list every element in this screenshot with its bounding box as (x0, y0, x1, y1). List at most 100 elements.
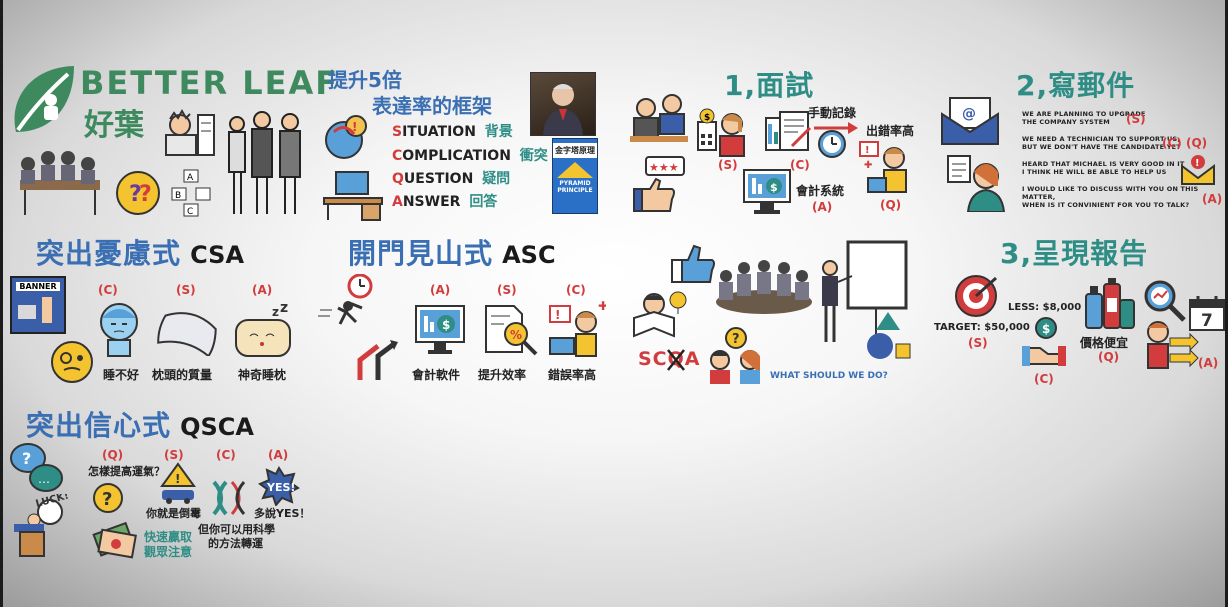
speech-question-icon: ? … (8, 440, 64, 494)
cleaning-products-icon (1082, 276, 1136, 332)
svg-text:B: B (175, 191, 181, 201)
email-line: WE NEED A TECHNICIAN TO SUPPORT US, (1022, 135, 1181, 143)
asc-tag-a: (A) (430, 283, 451, 297)
tired-person-icon (94, 300, 144, 358)
scqa-word: OMPLICATION (402, 148, 511, 164)
author-photo (530, 72, 596, 136)
qsca-s-text: 你就是倒霉 (146, 507, 201, 520)
accounting-software-icon: $ (414, 302, 466, 356)
svg-text:z: z (280, 302, 288, 316)
manual-document-icon (764, 110, 812, 156)
cross-out-icon (666, 348, 686, 372)
interview-tag-q: (Q) (880, 198, 902, 212)
svg-text:C: C (187, 207, 193, 217)
asc-title-code: ASC (502, 241, 556, 269)
magic-pillow-icon: z z (232, 302, 294, 360)
shapes-icon (864, 310, 914, 366)
team-meeting-icon (10, 140, 110, 220)
asc-tag-s: (S) (497, 283, 517, 297)
svg-text:z: z (272, 305, 279, 319)
scqa-letter: Q (392, 171, 404, 187)
email-tag-q: (Q) (1186, 136, 1208, 150)
asc-caption-s: 提升效率 (478, 368, 527, 382)
accountant-woman-icon: $ (696, 106, 750, 158)
csa-title: 突出憂慮式 CSA (36, 232, 244, 272)
scqa-cn: 回答 (469, 194, 498, 210)
running-clock-icon (316, 274, 386, 334)
svg-text:%: % (510, 328, 522, 342)
scqa-complication: COMPLICATION 衝突 (392, 145, 548, 165)
thumbs-up-icon (670, 240, 718, 284)
mail-alert-icon: ! (1180, 154, 1216, 186)
warning-car-icon: ! (158, 462, 198, 504)
svg-text:@: @ (962, 106, 976, 122)
interview-tag-c: (C) (790, 158, 810, 172)
csa-caption-s: 枕頭的質量 (152, 368, 213, 382)
error-worker-icon: ! ✚ (546, 300, 606, 360)
interview-people-icon (628, 92, 690, 148)
target-icon (952, 272, 1000, 320)
csa-tag-a: (A) (252, 283, 273, 297)
qsca-c-text-2: 的方法轉運 (208, 537, 263, 550)
scqa-question: QUESTION 疑問 (392, 168, 510, 188)
clock-icon (816, 128, 848, 160)
office-desk-icon (322, 168, 384, 222)
interview-tag-a: (A) (812, 200, 833, 214)
arrow-right-icon (812, 122, 860, 134)
reading-person-icon (628, 288, 690, 346)
qsca-tag-s: (S) (164, 448, 184, 462)
presenter-arrows-icon (1144, 318, 1202, 370)
interview-error-rate: 出錯率高 (866, 124, 915, 138)
svg-text:!: ! (352, 120, 357, 134)
billboard-icon: BANNER (10, 276, 66, 334)
qsca-q-text: 怎樣提高運氣？ (88, 465, 165, 478)
csa-caption-c: 睡不好 (103, 368, 140, 382)
csa-title-cn: 突出憂慮式 (36, 237, 182, 270)
email-line: I WOULD LIKE TO DISCUSS WITH YOU ON THIS… (1022, 185, 1199, 201)
leaf-logo-icon (8, 62, 78, 140)
email-body: WE ARE PLANNING TO UPGRADE THE COMPANY S… (1022, 110, 1228, 209)
asc-caption-c: 錯誤率高 (548, 368, 597, 382)
intro-title-line2: 表達率的框架 (372, 94, 492, 118)
dna-icon (208, 478, 248, 518)
report-tag-c: (C) (1034, 372, 1054, 386)
svg-text:A: A (187, 173, 194, 183)
mind-bulb-icon: ! (322, 112, 374, 164)
pyramid-principle-book: 金字塔原理 PYRAMID PRINCIPLE (552, 138, 598, 214)
rating-thumbs-up-icon: ★★★ (632, 155, 686, 215)
accounting-system-icon: $ (742, 166, 792, 216)
scqa-situation: SITUATION 背景 (392, 121, 513, 141)
svg-text:?: ? (129, 182, 142, 207)
report-cheap: 價格便宜 (1080, 336, 1129, 350)
calendar-day: 7 (1201, 311, 1213, 331)
speaker-podium-icon: LUCK! (10, 494, 80, 560)
svg-text:✚: ✚ (864, 160, 872, 171)
svg-text:?: ? (22, 449, 31, 468)
report-tag-q: (Q) (1098, 350, 1120, 364)
report-less: LESS: $8,000 (1008, 302, 1082, 313)
search-analysis-icon (1142, 278, 1186, 322)
billboard-text: BANNER (16, 282, 60, 291)
report-title: 3,呈現報告 (1000, 237, 1149, 270)
svg-text:?: ? (102, 489, 112, 510)
scqa-word: NSWER (402, 194, 461, 210)
interview-manual-record: 手動記錄 (808, 106, 857, 120)
interview-title: 1,面試 (724, 69, 815, 102)
question-marks-icon: ? ? (115, 170, 161, 216)
qsca-hook-line1: 快速贏取 (144, 530, 193, 544)
email-envelope-icon: @ (940, 96, 1000, 146)
stressed-employee-icon: ! ✚ (858, 136, 914, 196)
confused-couple-icon: ? (704, 326, 768, 386)
yes-badge-text: YES! (266, 481, 295, 494)
asc-caption-a: 會計軟件 (412, 368, 461, 382)
meeting-scqa-text: SCQA (638, 348, 701, 370)
qsca-title-cn: 突出信心式 (26, 409, 172, 442)
brand-name: BETTER LEAF (80, 64, 340, 102)
email-line: WHEN IS IT CONVINIENT FOR YOU TO TALK? (1022, 201, 1190, 209)
email-title: 2,寫郵件 (1016, 69, 1136, 102)
email-line: I THINK HE WILL BE ABLE TO HELP US (1022, 168, 1167, 176)
question-mark-icon: ? (92, 482, 124, 514)
qsca-tag-a: (A) (268, 448, 289, 462)
email-tag-c: (C) (1162, 136, 1182, 150)
